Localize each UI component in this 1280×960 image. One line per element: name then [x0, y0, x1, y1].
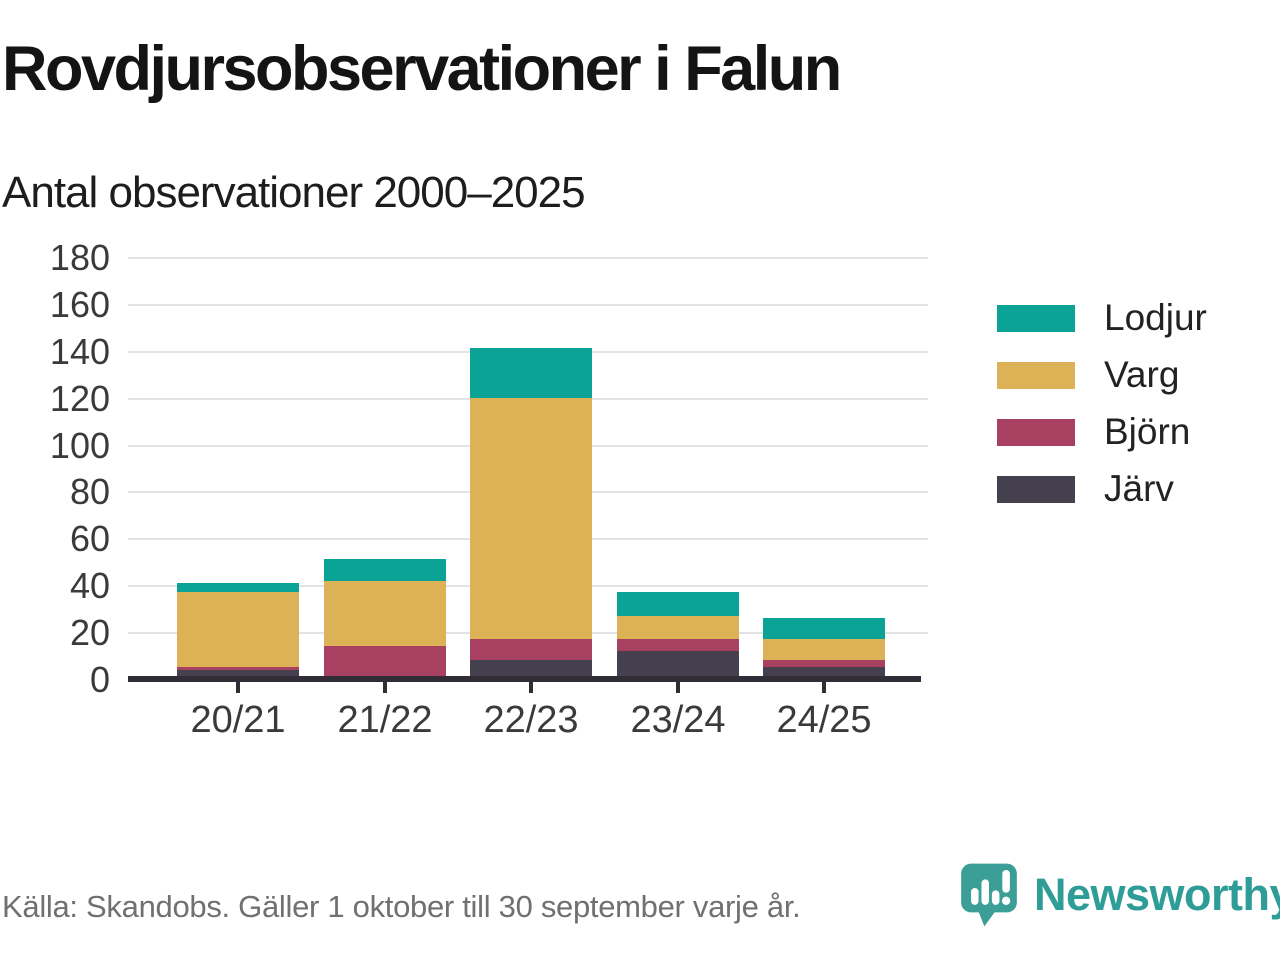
x-axis-label: 20/21 [190, 699, 286, 741]
bar-segment-järv [470, 660, 592, 679]
bar-segment-järv [177, 670, 299, 679]
x-axis-label: 23/24 [630, 699, 726, 741]
bar-segment-järv [617, 651, 739, 679]
legend-label: Varg [1104, 354, 1180, 395]
bar-segment-björn [324, 646, 446, 679]
bar-segment-lodjur [177, 583, 299, 592]
legend-swatch-björn [997, 418, 1075, 446]
x-axis-tick [822, 682, 826, 693]
legend-label: Lodjur [1104, 297, 1207, 338]
legend-label: Björn [1104, 411, 1191, 452]
legend-label: Järv [1104, 468, 1174, 509]
bar-segment-björn [470, 639, 592, 660]
y-axis-label: 120 [49, 378, 110, 419]
x-axis-tick [676, 682, 680, 693]
x-axis-label: 24/25 [776, 699, 872, 741]
y-axis-label: 60 [69, 518, 110, 559]
y-axis-label: 140 [49, 331, 110, 372]
chart-subtitle: Antal observationer 2000–2025 [2, 168, 586, 217]
bar-segment-varg [617, 616, 739, 639]
y-axis-label: 20 [69, 612, 110, 653]
legend-swatch-lodjur [997, 304, 1075, 332]
legend-swatch-järv [997, 475, 1075, 503]
newsworthy-wordmark: Newsworthy [1034, 869, 1280, 920]
x-axis-label: 21/22 [337, 699, 433, 741]
bar-segment-lodjur [763, 618, 885, 639]
x-axis-tick [383, 682, 387, 693]
x-axis-line [128, 676, 921, 682]
newsworthy-brand: Newsworthy [960, 862, 1280, 928]
legend-swatch-varg [997, 361, 1075, 389]
source-note: Källa: Skandobs. Gäller 1 oktober till 3… [2, 889, 801, 924]
legend-item-varg: Varg [997, 355, 1207, 395]
bar-segment-lodjur [617, 592, 739, 616]
y-axis-label: 100 [49, 425, 110, 466]
y-axis-label: 80 [69, 471, 110, 512]
y-axis-label: 180 [49, 237, 110, 278]
y-axis-label: 0 [89, 659, 110, 700]
bar-segment-varg [324, 581, 446, 646]
y-axis-label: 40 [69, 565, 110, 606]
bar-segment-lodjur [324, 559, 446, 581]
newsworthy-logo-icon [961, 863, 1017, 927]
y-axis-label: 160 [49, 284, 110, 325]
x-axis-tick [529, 682, 533, 693]
gridline [128, 257, 928, 259]
bar-segment-varg [763, 639, 885, 660]
bar-segment-varg [177, 592, 299, 667]
chart-title: Rovdjursobservationer i Falun [2, 34, 842, 104]
bar-segment-varg [470, 398, 592, 639]
bar-segment-björn [763, 660, 885, 667]
legend-item-lodjur: Lodjur [997, 298, 1207, 338]
gridline [128, 304, 928, 306]
legend-item-björn: Björn [997, 412, 1207, 452]
bar-segment-björn [617, 639, 739, 651]
bar-segment-björn [177, 667, 299, 670]
legend: Lodjur Varg Björn Järv [997, 298, 1207, 509]
bar-segment-lodjur [470, 348, 592, 398]
legend-item-järv: Järv [997, 469, 1207, 509]
x-axis-label: 22/23 [483, 699, 579, 741]
x-axis-tick [236, 682, 240, 693]
